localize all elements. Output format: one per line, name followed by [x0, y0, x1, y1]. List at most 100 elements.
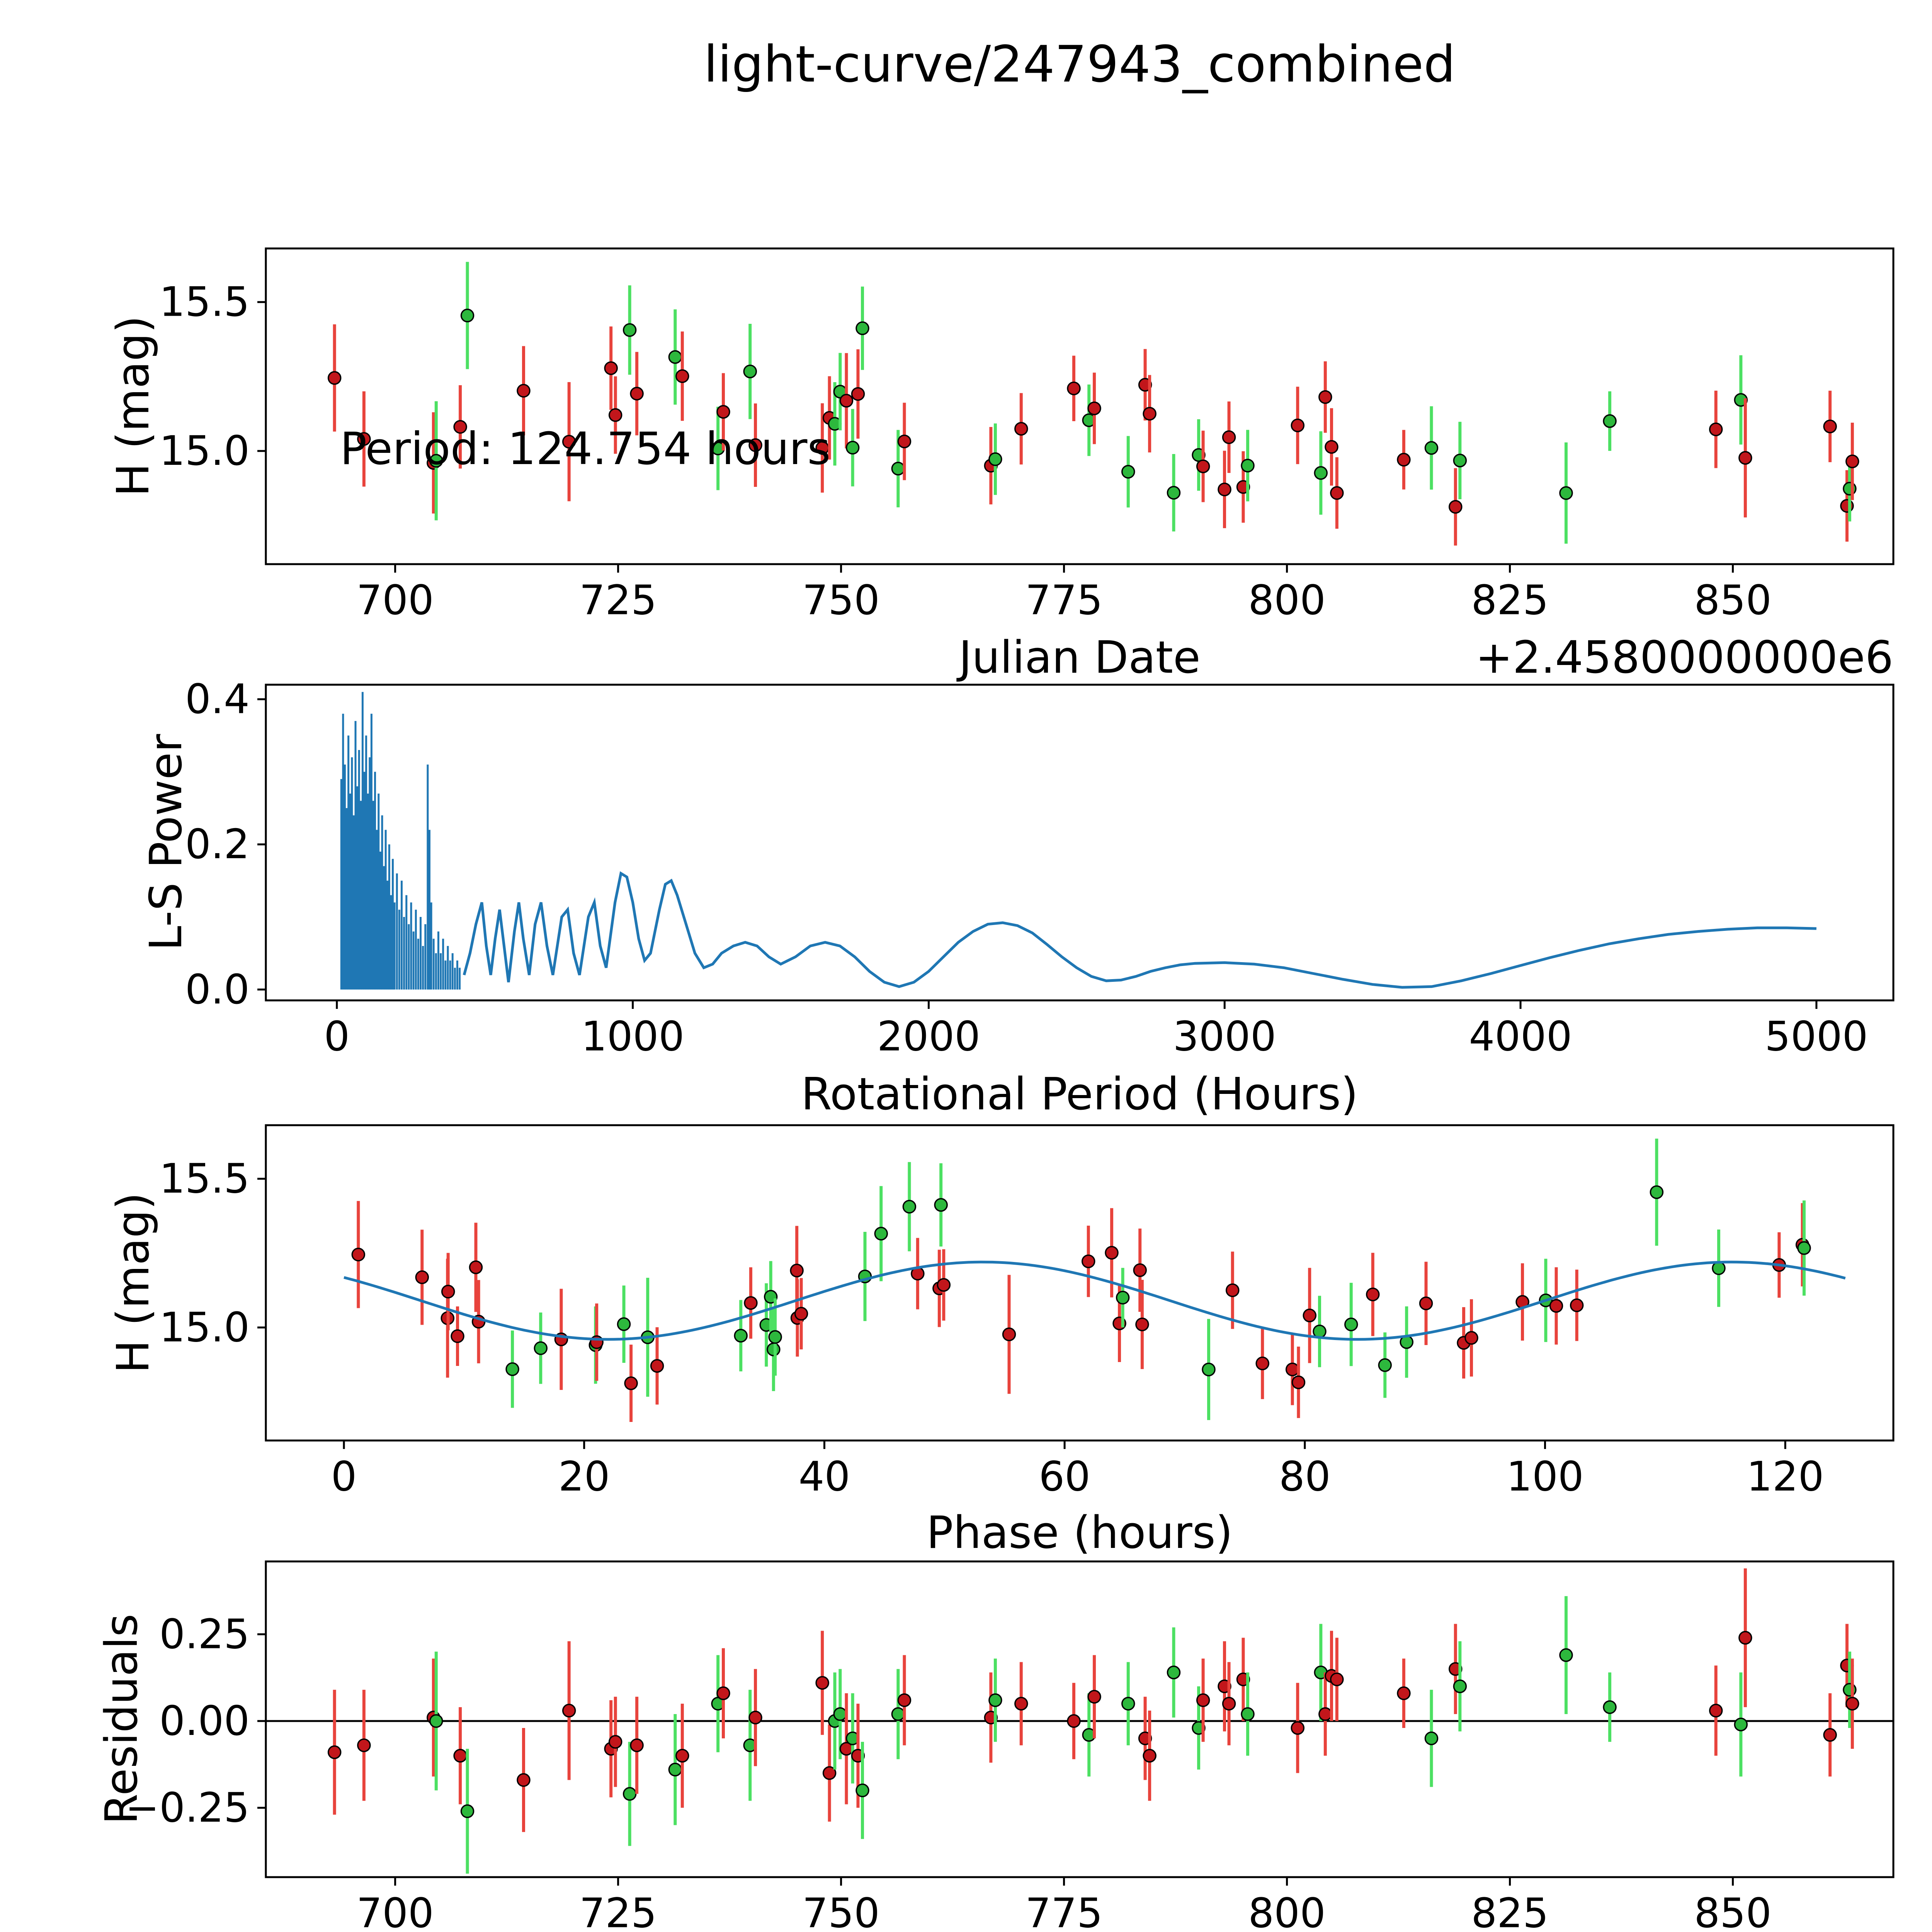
data-point	[1318, 1707, 1332, 1721]
data-point	[630, 386, 644, 401]
data-point	[1570, 1298, 1584, 1312]
x-tick-label: 3000	[1173, 1013, 1276, 1060]
data-point	[1087, 1690, 1101, 1704]
data-point	[505, 1362, 519, 1376]
power-curve	[463, 871, 1816, 989]
data-point	[1330, 486, 1344, 500]
axes-frame	[265, 1124, 1895, 1442]
data-point	[1167, 486, 1181, 500]
y-tick-label: 0.2	[185, 821, 250, 868]
data-point	[460, 308, 474, 323]
periodogram-series	[340, 692, 1816, 990]
panel-periodogram: 0 1000 2000 3000 4000 5000 0.0 0.2 0.4	[185, 676, 1895, 1060]
data-point	[1135, 1317, 1149, 1332]
data-point	[1449, 500, 1463, 514]
data-point	[822, 1766, 837, 1780]
x-tick-label: 725	[579, 577, 656, 624]
x-tick-label: 2000	[877, 1013, 980, 1060]
data-point	[897, 434, 912, 449]
data-point	[1291, 1721, 1305, 1735]
data-point	[451, 1329, 464, 1343]
data-point	[357, 1738, 371, 1752]
data-point	[1330, 1672, 1344, 1687]
data-point	[1303, 1308, 1317, 1323]
figure-title: light-curve/247943_combined	[704, 35, 1456, 94]
x-tick-label: 825	[1471, 577, 1548, 624]
data-point	[1255, 1356, 1269, 1371]
scatter-light_curve	[327, 262, 1859, 546]
data-point	[716, 405, 730, 419]
data-point	[1116, 1291, 1130, 1304]
data-point	[675, 1749, 689, 1763]
ylabel-h-mag-top: H (mag)	[107, 315, 159, 497]
x-tick-label: 825	[1471, 1890, 1548, 1932]
data-point	[1797, 1241, 1811, 1255]
x-tick-label: 800	[1248, 1890, 1325, 1932]
data-point	[839, 394, 854, 408]
ylabel-ls-power: L-S Power	[140, 734, 192, 951]
panel-residuals: 700 725 750 775 800 825 850 −0.25 0.00 0.25	[125, 1560, 1895, 1932]
data-point	[327, 1745, 342, 1759]
data-point	[1325, 440, 1338, 454]
data-point	[1734, 1718, 1748, 1731]
data-point	[1202, 1362, 1216, 1376]
x-tick-label: 40	[799, 1453, 850, 1500]
data-point	[1226, 1283, 1240, 1297]
x-tick-label: 5000	[1765, 1013, 1868, 1060]
data-point	[1845, 454, 1859, 468]
data-point	[1397, 452, 1411, 467]
data-point	[1709, 422, 1723, 436]
data-point	[937, 1278, 951, 1292]
data-point	[624, 1376, 638, 1390]
data-point	[517, 384, 531, 398]
y-tick-label: 15.5	[159, 1155, 250, 1202]
data-point	[1218, 482, 1231, 497]
data-point	[429, 454, 443, 468]
x-tick-label: 0	[324, 1013, 350, 1060]
data-point	[1318, 390, 1332, 404]
ylabel-residuals: Residuals	[96, 1614, 148, 1825]
period-annotation: Period: 124.754 hours	[340, 423, 831, 475]
y-tick-label: 15.5	[159, 279, 250, 326]
data-point	[1366, 1287, 1380, 1301]
y-tick-label: 15.0	[159, 1304, 250, 1351]
data-point	[1067, 381, 1081, 396]
data-point	[1709, 1704, 1723, 1718]
sinusoid-fit-line	[344, 1260, 1846, 1341]
data-point	[1222, 430, 1236, 444]
data-point	[833, 1707, 847, 1721]
data-point	[608, 1735, 622, 1749]
data-point	[855, 321, 869, 335]
data-point	[1241, 459, 1255, 473]
x-tick-label: 800	[1248, 577, 1325, 624]
x-tick-label: 0	[331, 1453, 357, 1500]
xlabel-julian-date-top: Julian Date	[959, 632, 1201, 684]
data-point	[1014, 422, 1028, 436]
data-point	[1603, 414, 1617, 428]
data-point	[617, 1317, 631, 1331]
data-point	[1087, 401, 1101, 415]
data-point	[460, 1804, 474, 1818]
scatter-residuals	[327, 1568, 1859, 1874]
data-point	[897, 1693, 912, 1707]
y-tick-label: −0.25	[125, 1784, 250, 1831]
data-point	[1133, 1263, 1147, 1277]
data-point	[874, 1226, 888, 1241]
data-point	[1291, 1375, 1306, 1389]
data-point	[1014, 1697, 1028, 1711]
data-point	[748, 1711, 762, 1725]
data-point	[790, 1264, 804, 1277]
data-point	[1105, 1246, 1119, 1260]
data-point	[815, 1676, 829, 1690]
x-tick-label: 700	[356, 1890, 434, 1932]
data-point	[1559, 1648, 1573, 1662]
data-point	[748, 438, 762, 452]
xlabel-rotational-period: Rotational Period (Hours)	[801, 1068, 1358, 1120]
ylabel-h-mag-phased: H (mag)	[107, 1192, 159, 1374]
x-tick-label: 4000	[1469, 1013, 1572, 1060]
data-point	[743, 364, 757, 379]
data-point	[534, 1341, 548, 1355]
data-point	[891, 1707, 905, 1721]
